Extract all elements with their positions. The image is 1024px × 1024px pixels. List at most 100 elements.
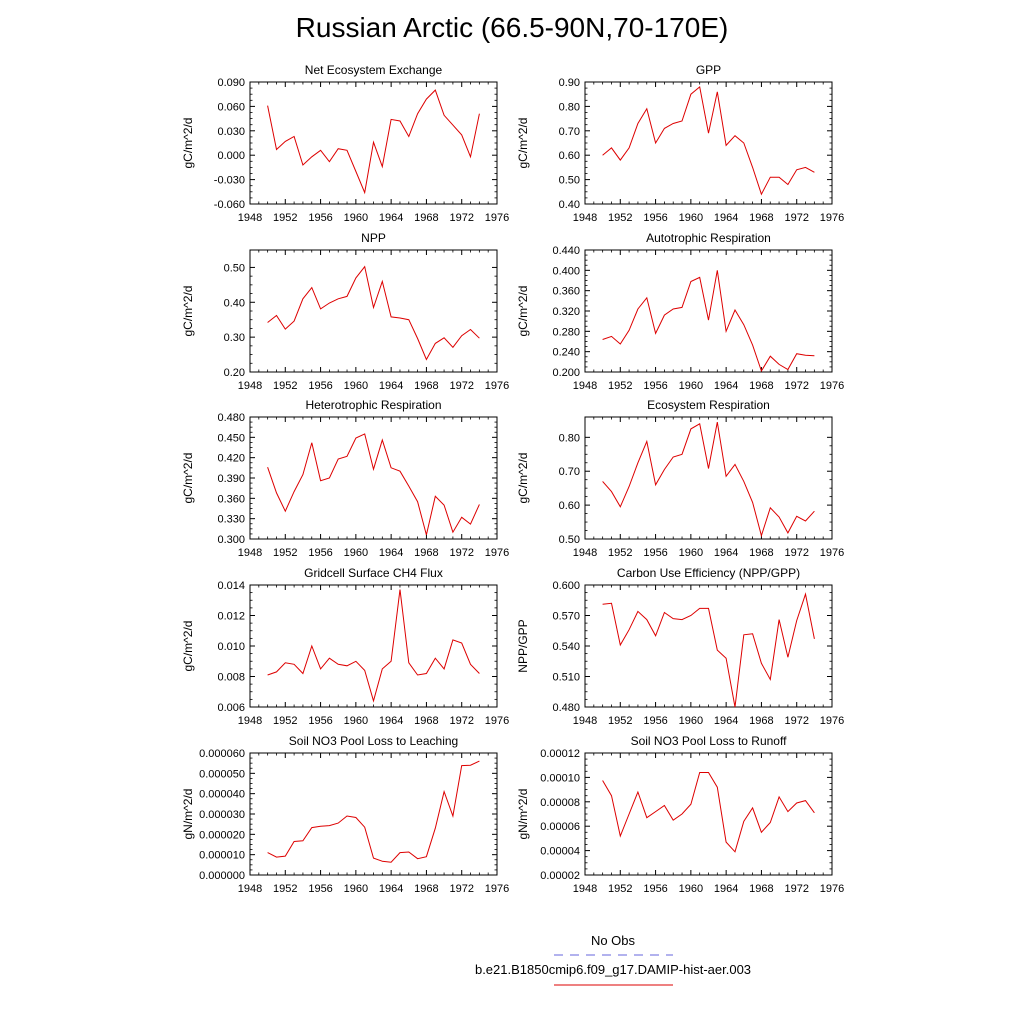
panel-1-ytick-label: 0.060 bbox=[217, 101, 245, 113]
panel-6-xtick-label: 1948 bbox=[573, 547, 597, 559]
panel-6-ylabel: gC/m^2/d bbox=[516, 453, 530, 504]
panel-5-ytick-label: 0.330 bbox=[217, 514, 245, 526]
panel-8-ylabel: NPP/GPP bbox=[516, 619, 530, 672]
panel-5-xtick-label: 1956 bbox=[308, 547, 332, 559]
panel-1-xtick-label: 1968 bbox=[414, 212, 438, 224]
panel-8-frame bbox=[584, 584, 833, 708]
panel-1-xtick-label: 1956 bbox=[308, 212, 332, 224]
panel-6-ytick-label: 0.80 bbox=[559, 432, 580, 444]
panel-9-title: Soil NO3 Pool Loss to Leaching bbox=[289, 734, 458, 748]
panel-6-ytick-label: 0.50 bbox=[559, 534, 580, 546]
panel-5-ytick-label: 0.450 bbox=[217, 432, 245, 444]
panel-8-xtick-label: 1952 bbox=[608, 715, 632, 727]
panel-7-xtick-label: 1960 bbox=[344, 715, 368, 727]
panel-6-xtick-label: 1968 bbox=[749, 547, 773, 559]
panel-1-ytick-label: -0.030 bbox=[214, 175, 245, 187]
panel-7-series-line bbox=[267, 589, 480, 703]
panel-3-frame bbox=[249, 249, 498, 373]
panel-9-xtick-label: 1948 bbox=[238, 883, 262, 895]
panel-10-xtick-label: 1948 bbox=[573, 883, 597, 895]
panel-2-ytick-label: 0.70 bbox=[559, 126, 580, 138]
panel-7-xtick-label: 1956 bbox=[308, 715, 332, 727]
panel-1-title: Net Ecosystem Exchange bbox=[305, 63, 443, 77]
panel-10-xtick-label: 1952 bbox=[608, 883, 632, 895]
panel-9-xtick-label: 1960 bbox=[344, 883, 368, 895]
panel-5-xtick-label: 1952 bbox=[273, 547, 297, 559]
panel-1-xtick-label: 1952 bbox=[273, 212, 297, 224]
panel-7-xtick-label: 1952 bbox=[273, 715, 297, 727]
panel-1-ytick-label: -0.060 bbox=[214, 199, 245, 211]
panel-1-ytick-label: 0.030 bbox=[217, 126, 245, 138]
panel-2-xtick-label: 1960 bbox=[679, 212, 703, 224]
panel-3-xtick-label: 1956 bbox=[308, 380, 332, 392]
panel-5-series-line bbox=[267, 433, 480, 536]
panel-7-ytick-label: 0.010 bbox=[217, 641, 245, 653]
panel-10-ytick-label: 0.00002 bbox=[540, 870, 580, 882]
panel-3-ylabel: gC/m^2/d bbox=[181, 286, 195, 337]
panel-4-ytick-label: 0.440 bbox=[552, 245, 580, 257]
panel-10-xtick-label: 1968 bbox=[749, 883, 773, 895]
panel-7-ytick-label: 0.008 bbox=[217, 672, 245, 684]
panel-6-xtick-label: 1956 bbox=[643, 547, 667, 559]
panel-3-ytick-label: 0.20 bbox=[224, 367, 245, 379]
panel-7-xtick-label: 1948 bbox=[238, 715, 262, 727]
panel-5-ytick-label: 0.420 bbox=[217, 453, 245, 465]
panel-4-ytick-label: 0.280 bbox=[552, 326, 580, 338]
panel-8-xtick-label: 1956 bbox=[643, 715, 667, 727]
panel-2-xtick-label: 1956 bbox=[643, 212, 667, 224]
panel-6-frame bbox=[584, 416, 833, 540]
panel-8-xtick-label: 1964 bbox=[714, 715, 738, 727]
panel-4-series-line bbox=[602, 270, 815, 373]
panel-4-xtick-label: 1952 bbox=[608, 380, 632, 392]
panel-10-ytick-label: 0.00010 bbox=[540, 772, 580, 784]
panel-8-series-line bbox=[602, 592, 815, 708]
panel-2-xtick-label: 1964 bbox=[714, 212, 738, 224]
panel-10-ytick-label: 0.00012 bbox=[540, 748, 580, 760]
panel-7-xtick-label: 1968 bbox=[414, 715, 438, 727]
panel-4-ylabel: gC/m^2/d bbox=[516, 286, 530, 337]
panel-8-xtick-label: 1960 bbox=[679, 715, 703, 727]
panel-1-xtick-label: 1964 bbox=[379, 212, 403, 224]
panel-1-ylabel: gC/m^2/d bbox=[181, 118, 195, 169]
panel-4-title: Autotrophic Respiration bbox=[646, 231, 771, 245]
panel-3-series-line bbox=[267, 265, 480, 361]
panel-9-ytick-label: 0.000020 bbox=[199, 829, 245, 841]
panel-2-xtick-label: 1968 bbox=[749, 212, 773, 224]
panel-10-xtick-label: 1956 bbox=[643, 883, 667, 895]
panel-5-title: Heterotrophic Respiration bbox=[305, 398, 441, 412]
panel-2-ytick-label: 0.80 bbox=[559, 101, 580, 113]
panel-7-ytick-label: 0.014 bbox=[217, 580, 245, 592]
panel-10-title: Soil NO3 Pool Loss to Runoff bbox=[631, 734, 788, 748]
panel-4-xtick-label: 1972 bbox=[784, 380, 808, 392]
panel-8-xtick-label: 1948 bbox=[573, 715, 597, 727]
panel-1-xtick-label: 1972 bbox=[449, 212, 473, 224]
panel-4-xtick-label: 1968 bbox=[749, 380, 773, 392]
panel-9-xtick-label: 1956 bbox=[308, 883, 332, 895]
panel-3-xtick-label: 1972 bbox=[449, 380, 473, 392]
panel-2-xtick-label: 1952 bbox=[608, 212, 632, 224]
panel-6-xtick-label: 1972 bbox=[784, 547, 808, 559]
panel-9-ylabel: gN/m^2/d bbox=[181, 789, 195, 840]
panel-8-ytick-label: 0.480 bbox=[552, 702, 580, 714]
panel-9-ytick-label: 0.000050 bbox=[199, 768, 245, 780]
panel-4-ytick-label: 0.200 bbox=[552, 367, 580, 379]
panel-10-ylabel: gN/m^2/d bbox=[516, 789, 530, 840]
panel-3-xtick-label: 1968 bbox=[414, 380, 438, 392]
panel-4-xtick-label: 1960 bbox=[679, 380, 703, 392]
panel-6-title: Ecosystem Respiration bbox=[647, 398, 770, 412]
panel-6-ytick-label: 0.60 bbox=[559, 500, 580, 512]
legend-obs-label: No Obs bbox=[591, 933, 636, 948]
panel-9-ytick-label: 0.000010 bbox=[199, 850, 245, 862]
panel-7-frame bbox=[249, 584, 498, 708]
panel-10-xtick-label: 1976 bbox=[820, 883, 844, 895]
panel-1-xtick-label: 1960 bbox=[344, 212, 368, 224]
panel-9-xtick-label: 1968 bbox=[414, 883, 438, 895]
panel-9-xtick-label: 1964 bbox=[379, 883, 403, 895]
panel-5-ylabel: gC/m^2/d bbox=[181, 453, 195, 504]
panel-8-title: Carbon Use Efficiency (NPP/GPP) bbox=[617, 566, 800, 580]
panel-9-ytick-label: 0.000040 bbox=[199, 789, 245, 801]
panel-3-xtick-label: 1960 bbox=[344, 380, 368, 392]
panel-9-xtick-label: 1952 bbox=[273, 883, 297, 895]
legend-model-label: b.e21.B1850cmip6.f09_g17.DAMIP-hist-aer.… bbox=[475, 962, 751, 977]
panel-9-ytick-label: 0.000000 bbox=[199, 870, 245, 882]
